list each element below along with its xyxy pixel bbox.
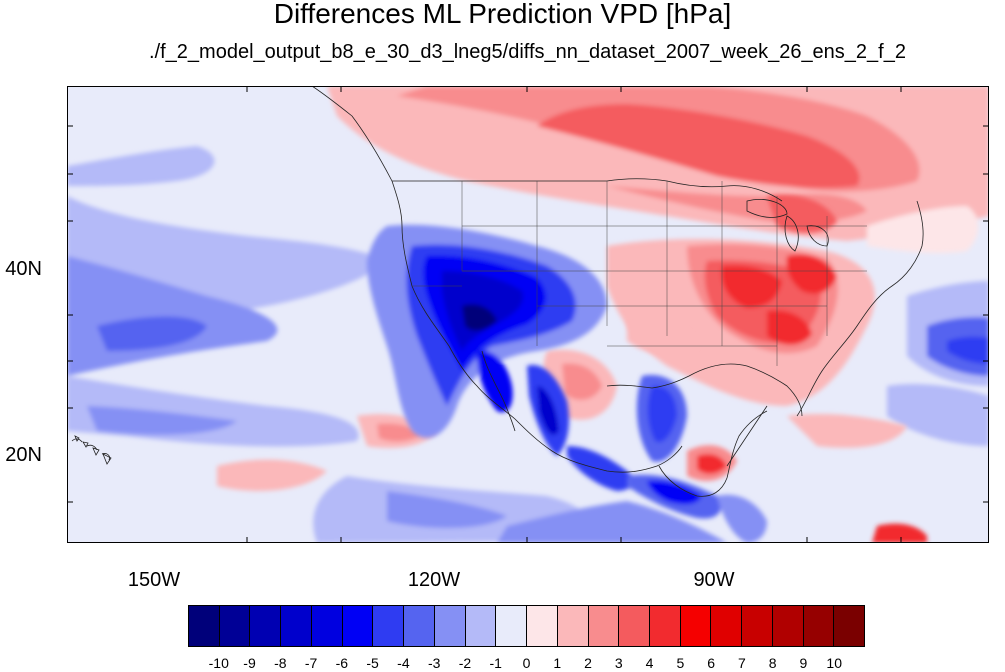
colorbar-label: 5	[676, 655, 685, 671]
colorbar-box	[527, 606, 558, 646]
southwest-negative-field	[367, 224, 633, 491]
colorbar-label: -3	[427, 655, 441, 671]
plot-title: Differences ML Prediction VPD [hPa]	[273, 0, 732, 29]
colorbar-box	[189, 606, 220, 646]
colorbar-label: 2	[584, 655, 592, 671]
north-positive-field	[327, 86, 989, 254]
colorbar-box	[311, 606, 343, 646]
colorbar-box	[434, 606, 466, 646]
colorbar-label: 3	[614, 655, 623, 671]
colorbar-label: 1	[553, 655, 562, 671]
lon-label-150w: 150W	[127, 569, 181, 591]
pacific-negative-field	[67, 146, 989, 543]
colorbar-label: 8	[768, 655, 777, 671]
lon-label-90w: 90W	[693, 569, 735, 591]
colorbar-label: -8	[274, 655, 287, 671]
colorbar-box	[250, 606, 282, 646]
colorbar-label: 4	[645, 655, 654, 671]
lat-label-40n: 40N	[5, 258, 42, 280]
colorbar-box	[404, 606, 435, 646]
coastlines	[71, 86, 924, 497]
lon-label-120w: 120W	[407, 569, 461, 591]
great-lakes	[746, 199, 829, 252]
colorbar-box	[742, 606, 773, 646]
colorbar-label: -4	[397, 655, 410, 671]
colorbar-box	[711, 606, 743, 646]
colorbar-label: 10	[826, 655, 842, 671]
map-canvas	[67, 86, 989, 543]
colorbar-box	[342, 606, 374, 646]
colorbar-label: -6	[335, 655, 349, 671]
colorbar-label: -2	[458, 655, 472, 671]
colorbar-label: 9	[799, 655, 808, 671]
colorbar-label: -1	[489, 655, 502, 671]
colorbar-box	[373, 606, 405, 646]
colorbar-box	[465, 606, 497, 646]
colorbar-label: 0	[522, 655, 531, 671]
colorbar-label: -10	[208, 655, 229, 671]
map-panel	[67, 86, 989, 543]
colorbar-box	[219, 606, 251, 646]
colorbar-label: 6	[707, 655, 716, 671]
colorbar-box	[680, 606, 712, 646]
colorbar-label: -7	[304, 655, 318, 671]
colorbar-label: -5	[366, 655, 379, 671]
colorbar-box	[834, 606, 865, 646]
eastern-us-positive-field	[607, 194, 875, 406]
colorbar-box	[281, 606, 312, 646]
colorbar-box	[803, 606, 835, 646]
colorbar	[188, 605, 865, 647]
colorbar-box	[557, 606, 589, 646]
colorbar-box	[772, 606, 804, 646]
colorbar-box	[588, 606, 620, 646]
colorbar-box	[619, 606, 651, 646]
lon-ticks	[246, 86, 902, 543]
colorbar-labels: -10 -9 -8 -7 -6 -5 -4 -3 -2 -1 0 1 2 3 4 5 6 7 8 9 10	[188, 655, 865, 671]
colorbar-box	[496, 606, 528, 646]
colorbar-label: 7	[738, 655, 746, 671]
colorbar-box	[650, 606, 681, 646]
lat-label-20n: 20N	[5, 444, 42, 466]
central-america-negative-field	[627, 375, 767, 543]
lat-ticks	[67, 125, 989, 503]
hawaii-islands	[74, 435, 112, 465]
plot-subtitle: ./f_2_model_output_b8_e_30_d3_lneg5/diff…	[149, 41, 906, 63]
colorbar-label: -9	[243, 655, 256, 671]
state-borders	[412, 181, 867, 366]
